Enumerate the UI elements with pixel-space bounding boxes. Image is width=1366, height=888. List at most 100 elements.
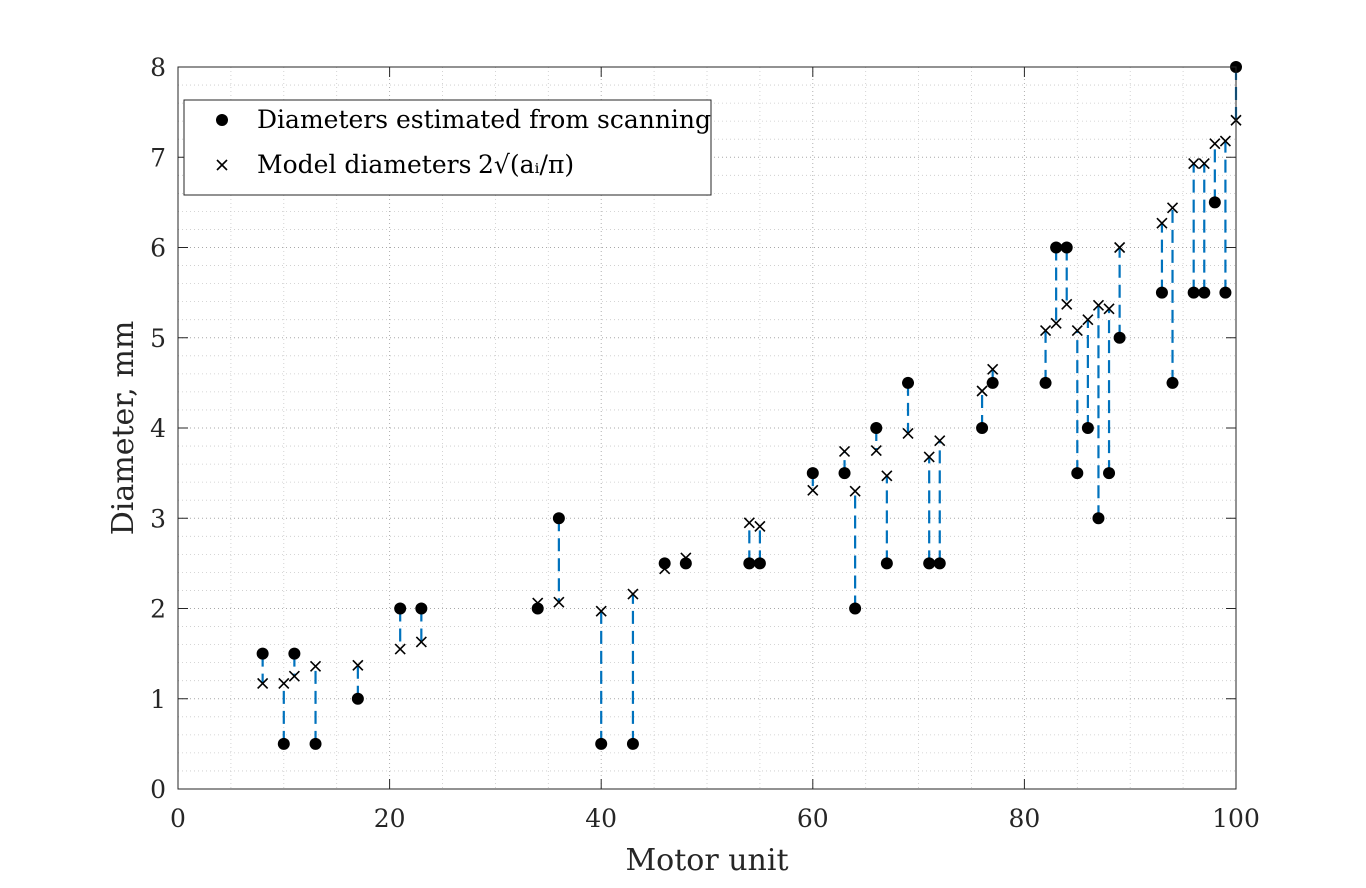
scan-dot: [1187, 286, 1200, 299]
cross-stroke: [1061, 298, 1073, 310]
cross-stroke: [934, 435, 946, 447]
cross-stroke: [1082, 314, 1094, 326]
scan-dot: [1050, 241, 1063, 254]
model-cross: [1082, 314, 1094, 326]
scan-dot: [256, 647, 269, 660]
y-tick-label: 8: [150, 53, 166, 82]
cross-stroke: [1188, 158, 1200, 170]
y-tick-label: 5: [150, 324, 166, 353]
legend: Diameters estimated from scanning Model …: [183, 99, 712, 196]
cross-stroke: [881, 470, 893, 482]
legend-model-label: Model diameters: [257, 150, 471, 179]
axis-ticks: [177, 66, 1237, 790]
cross-stroke: [870, 444, 882, 457]
scan-dot: [1060, 241, 1073, 254]
scan-dot: [880, 557, 893, 570]
cross-stroke: [849, 485, 861, 497]
cross-stroke: [1114, 241, 1126, 254]
y-tick-label: 4: [150, 414, 166, 443]
scan-dot: [351, 692, 364, 705]
scan-markers: [256, 61, 1242, 750]
cross-stroke: [1198, 158, 1210, 170]
cross-stroke: [1209, 138, 1221, 150]
scan-dot: [753, 557, 766, 570]
scan-dot: [976, 422, 989, 434]
x-tick-label: 80: [1008, 804, 1040, 833]
x-tick-label: 100: [1212, 804, 1260, 833]
scan-dot: [415, 602, 428, 615]
scan-dot: [933, 557, 946, 570]
x-tick-labels: 0 20 40 60 80 100: [170, 804, 1260, 833]
cross-stroke: [394, 643, 406, 655]
model-cross: [881, 470, 893, 482]
scan-dot: [1081, 422, 1094, 434]
cross-stroke: [976, 385, 988, 397]
model-cross: [934, 435, 946, 447]
model-cross: [1156, 217, 1168, 229]
legend-model-formula: 2√(aᵢ/π): [478, 150, 574, 179]
scan-dot: [902, 376, 915, 389]
model-cross: [257, 677, 269, 689]
model-cross: [754, 520, 766, 532]
scan-dot: [838, 467, 851, 480]
model-cross: [807, 484, 819, 496]
model-cross: [309, 660, 322, 672]
model-cross: [1209, 138, 1221, 150]
scan-dot: [1071, 467, 1084, 480]
model-cross: [902, 427, 914, 439]
legend-model-marker: [216, 159, 228, 171]
model-cross: [838, 445, 851, 458]
scan-dot: [288, 647, 301, 660]
model-cross: [288, 670, 300, 682]
cross-stroke: [807, 484, 819, 496]
model-cross: [1050, 317, 1062, 329]
cross-stroke: [923, 451, 935, 463]
model-cross: [849, 485, 861, 497]
scan-dot: [1208, 196, 1221, 209]
scan-dot: [806, 467, 819, 480]
scan-dot: [595, 737, 608, 750]
model-cross: [553, 596, 565, 608]
model-cross: [415, 636, 427, 648]
scan-dot: [679, 557, 692, 570]
model-cross: [1071, 324, 1083, 337]
x-tick-label: 20: [374, 804, 406, 833]
x-tick-label: 0: [170, 804, 186, 833]
y-tick-label: 6: [150, 234, 166, 263]
model-cross: [976, 385, 988, 397]
model-cross: [1092, 299, 1105, 311]
scan-dot: [743, 557, 756, 570]
x-axis-label: Motor unit: [625, 843, 788, 878]
model-cross: [1103, 303, 1115, 315]
model-cross: [1198, 158, 1210, 170]
cross-stroke: [1103, 303, 1115, 315]
cross-stroke: [1166, 202, 1179, 214]
scan-dot: [531, 602, 544, 615]
model-markers: [257, 114, 1242, 689]
model-cross: [1039, 324, 1052, 337]
scan-dot: [870, 422, 883, 434]
scan-dot: [394, 602, 407, 615]
cross-stroke: [1156, 217, 1168, 229]
scan-dot: [552, 512, 565, 525]
scan-dot: [658, 557, 671, 570]
y-tick-label: 0: [150, 775, 166, 804]
model-cross: [1219, 135, 1231, 147]
cross-stroke: [257, 677, 269, 689]
cross-stroke: [838, 445, 851, 458]
legend-scan-marker: [216, 114, 228, 126]
scan-dot: [1219, 286, 1232, 299]
cross-stroke: [278, 677, 290, 689]
model-cross: [743, 517, 755, 529]
model-cross: [987, 363, 999, 375]
scan-dot: [1039, 376, 1052, 389]
scan-dot: [1092, 512, 1105, 525]
y-tick-label: 7: [150, 143, 166, 172]
model-cross: [1114, 241, 1126, 254]
cross-stroke: [627, 588, 639, 600]
cross-stroke: [1092, 299, 1105, 311]
scan-dot: [986, 376, 999, 389]
model-cross: [1188, 158, 1200, 170]
legend-box: [183, 99, 712, 196]
